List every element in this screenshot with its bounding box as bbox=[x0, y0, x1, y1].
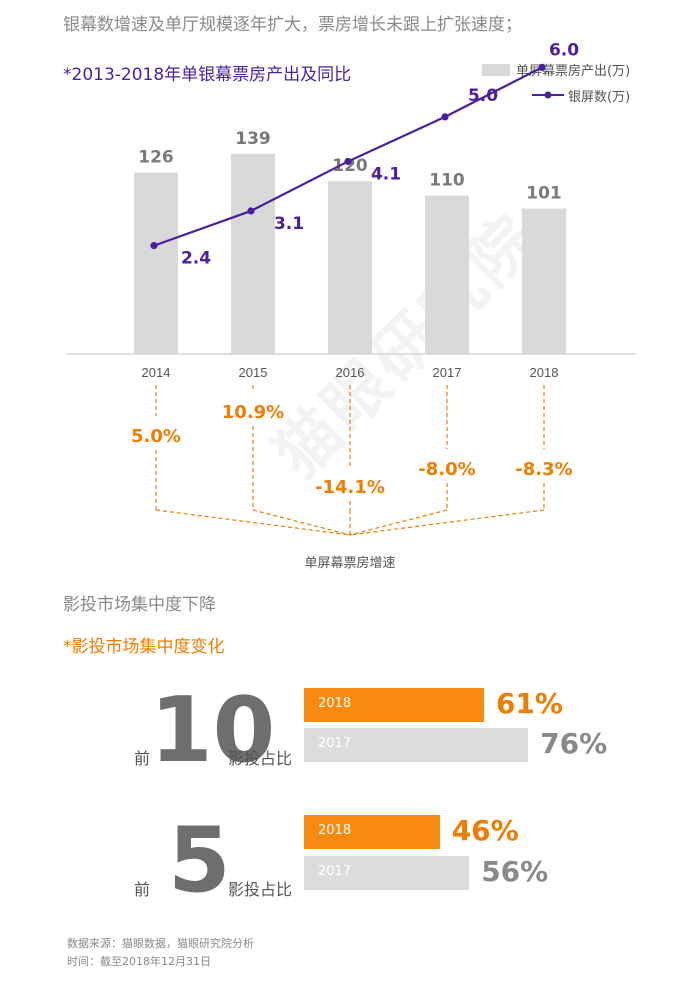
line-point-2015 bbox=[247, 207, 255, 215]
bar-label-2017: 110 bbox=[429, 171, 465, 191]
line-point-2016 bbox=[344, 157, 352, 166]
line-point-2018 bbox=[538, 63, 546, 71]
share-bar-10-2017: 2017 bbox=[304, 728, 529, 762]
line-label-2014: 2.4 bbox=[181, 249, 211, 269]
bar-2017 bbox=[425, 195, 469, 354]
source-line: 数据来源：猫眼数据，猫眼研究院分析 bbox=[67, 937, 254, 950]
growth-bracket-2018 bbox=[349, 509, 545, 536]
line-label-2016: 4.1 bbox=[371, 164, 401, 184]
bar-label-2018: 101 bbox=[526, 184, 562, 204]
bar-label-2015: 139 bbox=[235, 129, 271, 149]
x-tick-2016: 2016 bbox=[336, 365, 365, 380]
line-label-2015: 3.1 bbox=[274, 214, 304, 234]
concentration-subtitle: *影投市场集中度变化 bbox=[63, 637, 225, 657]
legend-line-swatch bbox=[532, 91, 564, 99]
x-tick-2014: 2014 bbox=[142, 365, 171, 380]
legend-bar-swatch bbox=[482, 64, 510, 76]
share-value-10-2018: 61% bbox=[495, 687, 563, 720]
growth-bracket-2014 bbox=[155, 509, 351, 536]
x-tick-2017: 2017 bbox=[433, 365, 462, 380]
top10-suffix: 影投占比 bbox=[228, 749, 293, 768]
line-point-2014 bbox=[150, 242, 158, 250]
share-bar-year: 2018 bbox=[318, 696, 352, 711]
legend-line-label: 银屏数(万) bbox=[568, 90, 631, 105]
share-bar-year: 2017 bbox=[318, 736, 352, 751]
growth-axis-label: 单屏幕票房增速 bbox=[304, 555, 395, 570]
top5-suffix: 影投占比 bbox=[228, 880, 293, 899]
top5-prefix: 前 bbox=[134, 880, 151, 899]
date-line: 时间：截至2018年12月31日 bbox=[67, 955, 211, 968]
share-bar-5-2018: 2018 bbox=[304, 815, 440, 849]
share-bar-10-2018: 2018 bbox=[304, 688, 484, 722]
growth-label-2016: -14.1% bbox=[315, 477, 385, 498]
headline: 银幕数增速及单厅规模逐年扩大，票房增长未跟上扩张速度； bbox=[63, 15, 522, 35]
top5-rank: 5 bbox=[168, 808, 231, 913]
combo-chart: 126 139 120 110 101 2014 2015 2016 2017 2018 2.4 3.… bbox=[66, 40, 636, 570]
concentration-title: 影投市场集中度下降 bbox=[63, 595, 216, 615]
share-bar-year: 2018 bbox=[318, 823, 352, 838]
growth-bracket-2017 bbox=[349, 509, 448, 536]
share-value-5-2017: 56% bbox=[481, 855, 549, 888]
bar-2015 bbox=[231, 153, 275, 354]
share-bar-5-2017: 2017 bbox=[304, 856, 470, 890]
growth-label-2017: -8.0% bbox=[418, 459, 475, 480]
line-point-2017 bbox=[441, 113, 449, 121]
top10-rank: 10 bbox=[150, 678, 276, 783]
bar-2018 bbox=[522, 208, 566, 354]
share-value-10-2017: 76% bbox=[540, 727, 608, 760]
x-tick-2015: 2015 bbox=[239, 365, 268, 380]
chart-subtitle: *2013-2018年单银幕票房产出及同比 bbox=[63, 65, 352, 85]
bar-2014 bbox=[134, 172, 178, 354]
growth-label-2018: -8.3% bbox=[515, 459, 572, 480]
x-tick-2018: 2018 bbox=[530, 365, 559, 380]
share-value-5-2018: 46% bbox=[451, 814, 519, 847]
bar-label-2014: 126 bbox=[138, 148, 174, 168]
growth-label-2015: 10.9% bbox=[222, 402, 284, 423]
bar-label-2016: 120 bbox=[332, 156, 368, 176]
line-label-2018: 6.0 bbox=[549, 40, 579, 60]
growth-bracket-2015 bbox=[252, 509, 351, 536]
line-label-2017: 5.0 bbox=[468, 86, 498, 106]
share-bar-year: 2017 bbox=[318, 864, 352, 879]
growth-label-2014: 5.0% bbox=[131, 426, 181, 447]
bar-2016 bbox=[328, 181, 372, 354]
top10-prefix: 前 bbox=[134, 749, 151, 768]
